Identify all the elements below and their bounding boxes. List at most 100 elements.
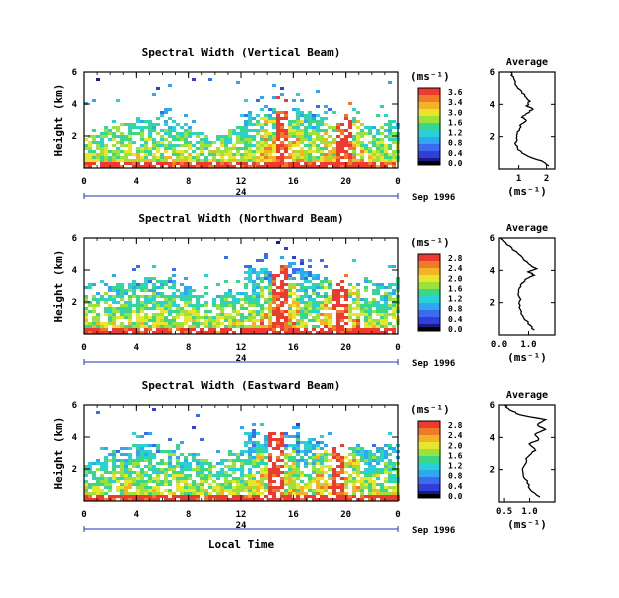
panel-3: Spectral Width (Eastward Beam)0 4 8 12 16 20 0… bbox=[52, 379, 556, 551]
heatmap-cell bbox=[116, 135, 120, 138]
colorbar-swatch bbox=[418, 130, 440, 138]
heatmap-cell bbox=[208, 159, 212, 162]
heatmap-cell bbox=[332, 156, 336, 159]
heatmap-cell bbox=[104, 147, 108, 150]
heatmap-cell bbox=[336, 126, 340, 129]
heatmap-cell bbox=[264, 153, 268, 156]
heatmap-cell bbox=[140, 492, 144, 495]
heatmap-cell bbox=[228, 153, 232, 156]
heatmap-cell bbox=[384, 129, 388, 132]
heatmap-cell bbox=[208, 498, 212, 501]
heatmap-cell bbox=[104, 283, 108, 286]
heatmap-cell bbox=[176, 135, 180, 138]
heatmap-cell bbox=[256, 498, 260, 501]
heatmap-cell bbox=[336, 289, 340, 292]
heatmap-cell bbox=[360, 456, 364, 459]
colorbar-swatch bbox=[418, 282, 440, 290]
heatmap-cell bbox=[340, 286, 344, 289]
heatmap-cell bbox=[308, 162, 312, 165]
heatmap-cell bbox=[240, 135, 244, 138]
heatmap-cell bbox=[296, 289, 300, 292]
heatmap-cell bbox=[172, 477, 176, 480]
heatmap-cell bbox=[152, 489, 156, 492]
heatmap-cell bbox=[312, 286, 316, 289]
heatmap-cell bbox=[384, 165, 388, 168]
heatmap-cell bbox=[124, 459, 128, 462]
heatmap-cell bbox=[304, 156, 308, 159]
heatmap-cell bbox=[224, 144, 228, 147]
heatmap-cell bbox=[292, 292, 296, 295]
heatmap-cell bbox=[292, 325, 296, 328]
heatmap-cell bbox=[136, 313, 140, 316]
heatmap-cell bbox=[164, 322, 168, 325]
heatmap-cell bbox=[372, 165, 376, 168]
heatmap-cell bbox=[304, 301, 308, 304]
heatmap-cell bbox=[312, 277, 316, 280]
heatmap-cell bbox=[260, 129, 264, 132]
heatmap-cell bbox=[176, 144, 180, 147]
heatmap-cell bbox=[116, 310, 120, 313]
x-tick-label: 8 bbox=[186, 177, 191, 187]
heatmap-cell bbox=[192, 132, 196, 135]
heatmap-cell bbox=[304, 150, 308, 153]
heatmap-cell bbox=[212, 316, 216, 319]
heatmap-cell bbox=[96, 411, 100, 414]
heatmap-cell bbox=[188, 295, 192, 298]
heatmap-cell bbox=[144, 450, 148, 453]
heatmap-cell bbox=[348, 328, 352, 331]
heatmap-cell bbox=[280, 289, 284, 292]
colorbar-tick-label: 1.6 bbox=[448, 451, 463, 460]
heatmap-cell bbox=[312, 465, 316, 468]
average-x-axis-label: (ms⁻¹) bbox=[507, 351, 547, 364]
heatmap-cell bbox=[248, 316, 252, 319]
heatmap-cell bbox=[216, 313, 220, 316]
heatmap-cell bbox=[304, 304, 308, 307]
heatmap-cell bbox=[156, 495, 160, 498]
heatmap-cell bbox=[208, 78, 212, 81]
heatmap-cell bbox=[268, 156, 272, 159]
heatmap-cell bbox=[248, 138, 252, 141]
heatmap-cell bbox=[312, 489, 316, 492]
colorbar-swatch bbox=[418, 296, 440, 304]
heatmap-cell bbox=[368, 486, 372, 489]
heatmap-cell bbox=[148, 159, 152, 162]
heatmap-cell bbox=[176, 123, 180, 126]
heatmap-cell bbox=[120, 283, 124, 286]
date-label: Sep 1996 bbox=[412, 359, 455, 369]
heatmap-cell bbox=[356, 468, 360, 471]
colorbar-tick-label: 2.0 bbox=[448, 274, 463, 283]
average-y-tick-label: 2 bbox=[490, 133, 495, 143]
heatmap-cell bbox=[208, 310, 212, 313]
heatmap-cell bbox=[340, 492, 344, 495]
heatmap-cell bbox=[244, 165, 248, 168]
heatmap-cell bbox=[228, 165, 232, 168]
heatmap-cell bbox=[332, 138, 336, 141]
heatmap-cell bbox=[164, 319, 168, 322]
colorbar-frame bbox=[417, 253, 441, 332]
heatmap-cell bbox=[128, 141, 132, 144]
heatmap-cell bbox=[120, 462, 124, 465]
x-tick-label: 12 bbox=[236, 177, 247, 187]
heatmap-cell bbox=[308, 271, 312, 274]
heatmap-cell bbox=[92, 316, 96, 319]
heatmap-cell bbox=[172, 316, 176, 319]
heatmap-cell bbox=[348, 477, 352, 480]
heatmap-cell bbox=[112, 165, 116, 168]
heatmap-cell bbox=[256, 132, 260, 135]
heatmap-cell bbox=[176, 474, 180, 477]
heatmap-cell bbox=[316, 477, 320, 480]
heatmap-cell bbox=[368, 325, 372, 328]
heatmap-cell bbox=[216, 159, 220, 162]
heatmap-cell bbox=[284, 99, 288, 102]
heatmap-cell bbox=[260, 480, 264, 483]
heatmap-cell bbox=[244, 432, 248, 435]
heatmap-cell bbox=[144, 298, 148, 301]
heatmap-cell bbox=[392, 132, 396, 135]
heatmap-cell bbox=[328, 468, 332, 471]
heatmap-cell bbox=[308, 480, 312, 483]
heatmap-cell bbox=[380, 295, 384, 298]
heatmap-cell bbox=[380, 331, 384, 334]
heatmap-cell bbox=[144, 120, 148, 123]
heatmap-cell bbox=[216, 331, 220, 334]
heatmap-cell bbox=[288, 129, 292, 132]
